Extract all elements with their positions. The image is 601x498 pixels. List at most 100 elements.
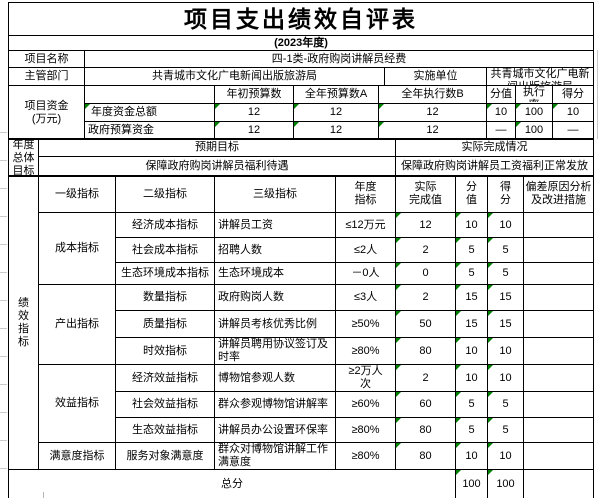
total-score-cell: 100 [487,469,524,498]
l3-cell: 招聘人数 [214,237,336,263]
actual-cell: 0 [395,262,456,285]
comment-triangle-icon [396,238,401,243]
comment-triangle-icon [488,365,493,370]
header-annual-target: 年度 指标 [335,175,396,213]
comment-triangle-icon [396,285,401,290]
comment-triangle-icon [516,104,521,109]
group-output-label: 产出指标 [38,284,116,365]
comment-triangle-icon [488,443,493,448]
score-cell: 10 [487,337,524,365]
funding-col-score: 得分 [551,85,595,104]
score-cell: 15 [487,284,524,311]
comment-triangle-icon [85,104,90,109]
l3-cell: 群众对博物馆讲解工作满意度 [214,442,336,470]
comment-triangle-icon [396,418,401,423]
total-score-full-cell: 100 [455,469,488,498]
score-full-cell: 15 [455,310,488,338]
comment-triangle-icon [456,213,461,218]
comment-triangle-icon [488,238,493,243]
deviation-cell [523,337,594,365]
actual-completion-value: 保障政府购岗讲解员工资福利正常发放 [395,156,594,177]
expected-goal-value: 保障政府购岗讲解员福利待遇 [38,156,396,177]
score-cell: 10 [487,442,524,470]
comment-triangle-icon [456,365,461,370]
funding-row-total-label: 年度资金总额 [84,103,215,122]
actual-cell: 50 [395,310,456,338]
deviation-cell [523,284,594,311]
actual-cell: 2 [395,237,456,263]
score-full-cell: 5 [455,262,488,285]
score-cell: 10 [487,364,524,392]
deviation-cell [523,417,594,443]
comment-triangle-icon [456,392,461,397]
header-l1: 一级指标 [38,175,116,213]
comment-triangle-icon [294,122,299,127]
group-cost-label: 成本指标 [38,212,116,285]
target-cell: ≥80% [335,442,396,470]
target-cell: ≥2万人 次 [335,364,396,392]
funding-col-initial-budget: 年初预算数 [214,85,294,104]
actual-cell: 2 [395,284,456,311]
annual-goal-table: 年度总体目标 预期目标 实际完成情况 保障政府购岗讲解员福利待遇 保障政府购岗讲… [8,137,594,177]
score-cell: 5 [487,262,524,285]
score-full-cell: 5 [455,237,488,263]
comment-triangle-icon [488,338,493,343]
l3-cell: 讲解员办公设置环保率 [214,417,336,443]
comment-triangle-icon [488,213,493,218]
comment-triangle-icon [396,213,401,218]
comment-triangle-icon [396,263,401,268]
comment-triangle-icon [396,365,401,370]
comment-triangle-icon [488,285,493,290]
actual-cell: 12 [395,212,456,238]
score-cell: 10 [487,212,524,238]
impl-unit-label: 实施单位 [384,67,487,86]
header-funding-table: 项目支出绩效自评表 (2023年度) 项目名称 四-1类-政府购岗讲解员经费 主… [7,2,595,140]
comment-triangle-icon [456,338,461,343]
actual-cell: 80 [395,337,456,365]
score-full-cell: 5 [455,391,488,418]
funding-col-exec-rate: 执行率 [515,85,553,104]
funding-cell: 12 [214,121,294,140]
l3-cell: 群众参观博物馆讲解率 [214,391,336,418]
comment-triangle-icon [215,104,220,109]
funding-cell: — [551,121,595,140]
l3-cell: 政府购岗人数 [214,284,336,311]
l3-cell: 讲解员考核优秀比例 [214,310,336,338]
impl-unit-value: 共青城市文化广电新闻出版旅游局 [485,67,595,86]
header-score-full: 分 值 [455,175,488,213]
comment-triangle-icon [396,392,401,397]
funding-blank-cell [84,85,215,104]
target-cell: ≤2人 [335,237,396,263]
funding-col-annual-budget: 全年预算数A [293,85,379,104]
score-cell: 5 [487,417,524,443]
funding-cell: 10 [486,103,516,122]
group-satisfaction-label: 满意度指标 [38,442,116,470]
score-full-cell: 10 [455,212,488,238]
funding-cell: 12 [293,103,379,122]
comment-triangle-icon [456,418,461,423]
deviation-cell [523,310,594,338]
comment-triangle-icon [456,238,461,243]
funding-cell: 12 [214,103,294,122]
comment-triangle-icon [456,470,461,475]
l2-cell: 社会效益指标 [115,391,215,418]
comment-triangle-icon [456,311,461,316]
header-score: 得 分 [487,175,524,213]
comment-triangle-icon [487,104,492,109]
gridline-stub-right [597,50,598,139]
header-actual-value: 实际 完成值 [395,175,456,213]
comment-triangle-icon [456,263,461,268]
comment-triangle-icon [379,104,384,109]
actual-cell: 80 [395,442,456,470]
comment-triangle-icon [396,311,401,316]
l2-cell: 生态效益指标 [115,417,215,443]
funding-cell: 12 [378,103,487,122]
funding-section-label: 项目资金 (万元) [8,85,85,140]
l3-cell: 生态环境成本 [214,262,336,285]
project-name-value: 四-1类-政府购岗讲解员经费 [83,50,595,68]
l2-cell: 社会成本指标 [115,237,215,263]
target-cell: ≥60% [335,391,396,418]
comment-triangle-icon [456,285,461,290]
funding-cell: 12 [378,121,487,140]
page-title: 项目支出绩效自评表 [7,2,595,36]
